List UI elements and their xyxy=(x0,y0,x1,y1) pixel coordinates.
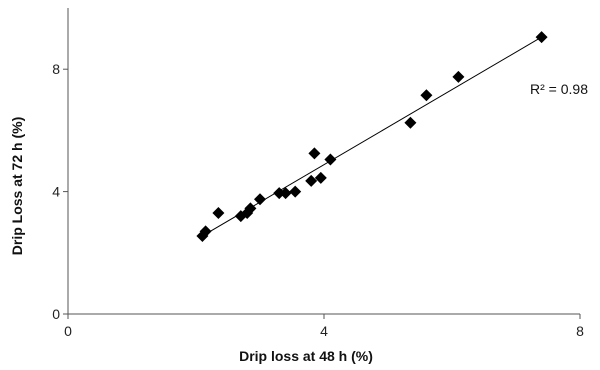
x-tick-label: 0 xyxy=(64,323,72,339)
y-axis-title: Drip Loss at 72 h (%) xyxy=(9,117,25,255)
y-tick-label: 0 xyxy=(52,306,60,322)
data-point xyxy=(289,185,302,198)
r-squared-annotation: R² = 0.98 xyxy=(530,81,588,97)
ticks: 0 4 8 0 4 8 xyxy=(52,61,584,339)
x-tick-label: 8 xyxy=(576,323,584,339)
y-tick-label: 4 xyxy=(52,184,60,200)
data-point xyxy=(273,187,286,200)
data-point xyxy=(279,187,292,200)
data-point xyxy=(404,116,417,129)
y-tick-label: 8 xyxy=(52,61,60,77)
data-point xyxy=(420,89,433,102)
x-tick-label: 4 xyxy=(320,323,328,339)
data-point xyxy=(244,202,257,215)
data-point xyxy=(305,174,318,187)
data-point xyxy=(254,193,266,206)
data-point xyxy=(199,225,212,238)
data-point xyxy=(452,70,465,83)
data-points xyxy=(196,31,548,242)
axes xyxy=(67,8,580,315)
data-point xyxy=(308,147,321,160)
data-point xyxy=(314,171,327,184)
data-point xyxy=(212,207,225,220)
data-point xyxy=(324,153,337,166)
data-point xyxy=(535,31,548,44)
x-axis-title: Drip loss at 48 h (%) xyxy=(239,348,373,364)
